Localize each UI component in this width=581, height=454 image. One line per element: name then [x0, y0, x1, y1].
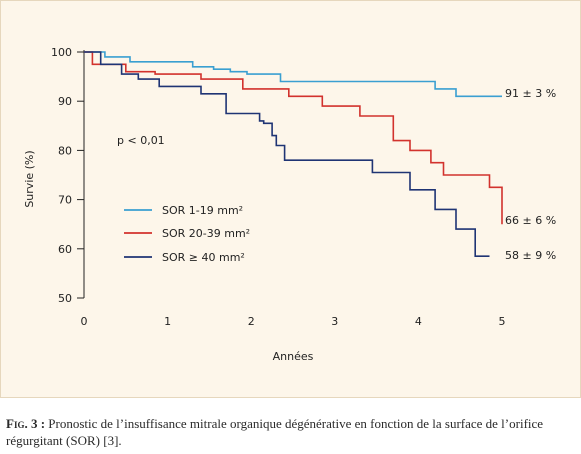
series-line-3 [84, 51, 490, 257]
series-end-label-2: 66 ± 6 % [505, 214, 556, 227]
x-tick-label: 1 [164, 315, 171, 328]
figure-caption: Fig. 3 : Pronostic de l’insuffisance mit… [6, 415, 574, 449]
series-end-label-3: 58 ± 9 % [505, 249, 556, 262]
legend-label-1: SOR 1-19 mm² [162, 204, 243, 217]
y-tick-label: 60 [58, 243, 72, 256]
x-axis-title: Années [273, 350, 314, 363]
y-axis-title: Survie (%) [23, 150, 36, 207]
x-tick-label: 4 [415, 315, 422, 328]
y-tick-label: 70 [58, 194, 72, 207]
x-tick-label: 0 [81, 315, 88, 328]
chart-frame [0, 0, 581, 398]
figure-caption-text: Pronostic de l’insuffisance mitrale orga… [6, 416, 544, 448]
figure-label: Fig. 3 : [6, 416, 46, 431]
y-tick-label: 80 [58, 144, 72, 157]
legend-label-3: SOR ≥ 40 mm² [162, 251, 245, 264]
chart-labels: 91 ± 3 % 66 ± 6 % 58 ± 9 % p < 0,01 [117, 87, 556, 262]
p-value-annotation: p < 0,01 [117, 134, 165, 147]
survival-chart: 50 60 70 80 90 100 0 1 2 3 4 5 Années Survie (%) SOR … [23, 46, 556, 363]
series-line-2 [84, 51, 503, 225]
x-tick-label: 5 [499, 315, 506, 328]
y-tick-label: 50 [58, 292, 72, 305]
x-tick-label: 2 [248, 315, 255, 328]
x-tick-label: 3 [331, 315, 338, 328]
chart-legend: SOR 1-19 mm² SOR 20-39 mm² SOR ≥ 40 mm² [124, 204, 250, 264]
legend-label-2: SOR 20-39 mm² [162, 227, 250, 240]
series-layer [84, 51, 503, 257]
series-line-1 [84, 51, 502, 98]
y-tick-label: 90 [58, 95, 72, 108]
series-end-label-1: 91 ± 3 % [505, 87, 556, 100]
y-tick-label: 100 [51, 46, 72, 59]
chart-axes: 50 60 70 80 90 100 0 1 2 3 4 5 Années Survie (%) [23, 46, 506, 363]
